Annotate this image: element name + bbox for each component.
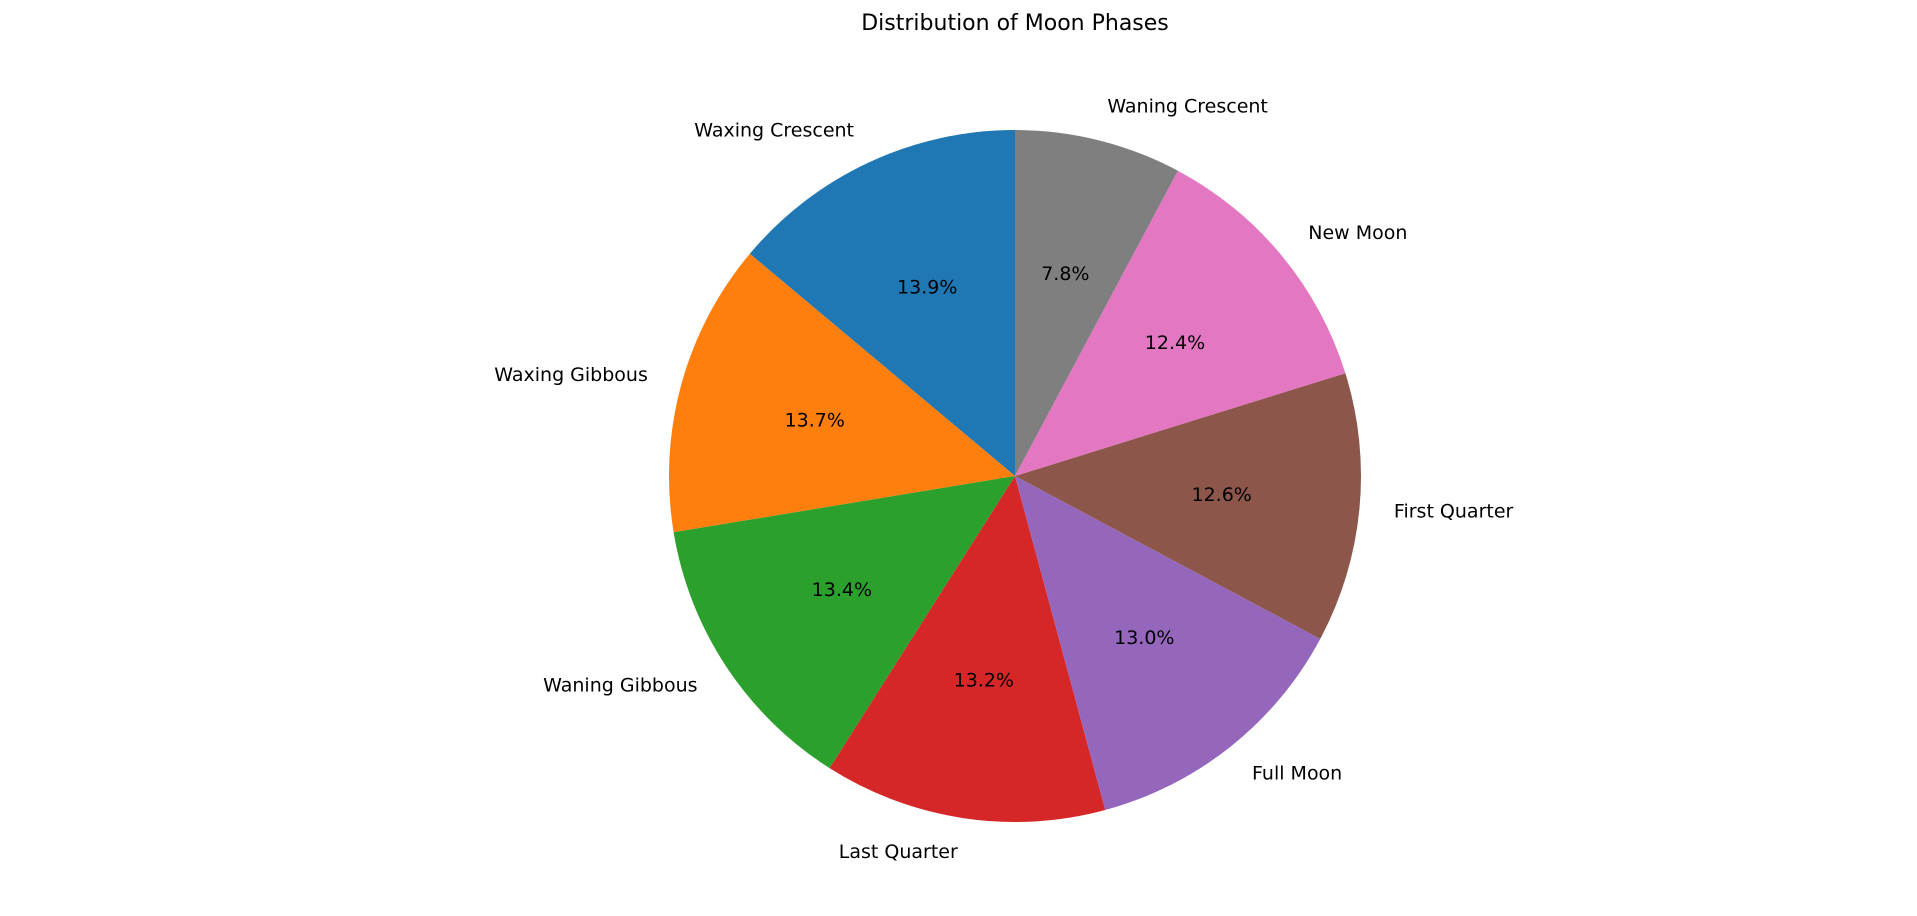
slice-percent-waning-gibbous: 13.4%: [812, 579, 872, 601]
pie-slice-waxing-crescent: [749, 130, 1015, 476]
pie-slice-waning-gibbous: [673, 476, 1015, 769]
pie-slice-full-moon: [1015, 476, 1321, 811]
slice-percent-waxing-gibbous: 13.7%: [785, 410, 845, 432]
slice-percent-waning-crescent: 7.8%: [1041, 263, 1089, 285]
slice-percent-waxing-crescent: 13.9%: [897, 276, 957, 298]
pie-labels: Waxing Crescent 13.9% Waxing Gibbous 13.7% W…: [494, 95, 1513, 863]
slice-label-waning-crescent: Waning Crescent: [1107, 95, 1268, 117]
slice-label-first-quarter: First Quarter: [1394, 500, 1514, 522]
slice-label-waxing-gibbous: Waxing Gibbous: [494, 364, 648, 386]
slice-label-waning-gibbous: Waning Gibbous: [543, 674, 697, 696]
slice-label-waxing-crescent: Waxing Crescent: [694, 120, 854, 142]
pie-slice-waning-crescent: [1015, 130, 1178, 476]
slice-label-full-moon: Full Moon: [1252, 762, 1342, 784]
pie-slice-new-moon: [1015, 170, 1346, 477]
pie-slice-first-quarter: [1015, 373, 1361, 639]
chart-title: Distribution of Moon Phases: [861, 11, 1169, 36]
slice-percent-full-moon: 13.0%: [1114, 627, 1174, 649]
slice-percent-last-quarter: 13.2%: [954, 670, 1014, 692]
pie-slice-last-quarter: [829, 476, 1106, 822]
pie-slices: [669, 130, 1361, 822]
slice-percent-new-moon: 12.4%: [1145, 332, 1205, 354]
slice-label-new-moon: New Moon: [1308, 222, 1407, 244]
slice-percent-first-quarter: 12.6%: [1192, 484, 1252, 506]
pie-slice-waxing-gibbous: [669, 253, 1015, 533]
slice-label-last-quarter: Last Quarter: [839, 841, 958, 863]
